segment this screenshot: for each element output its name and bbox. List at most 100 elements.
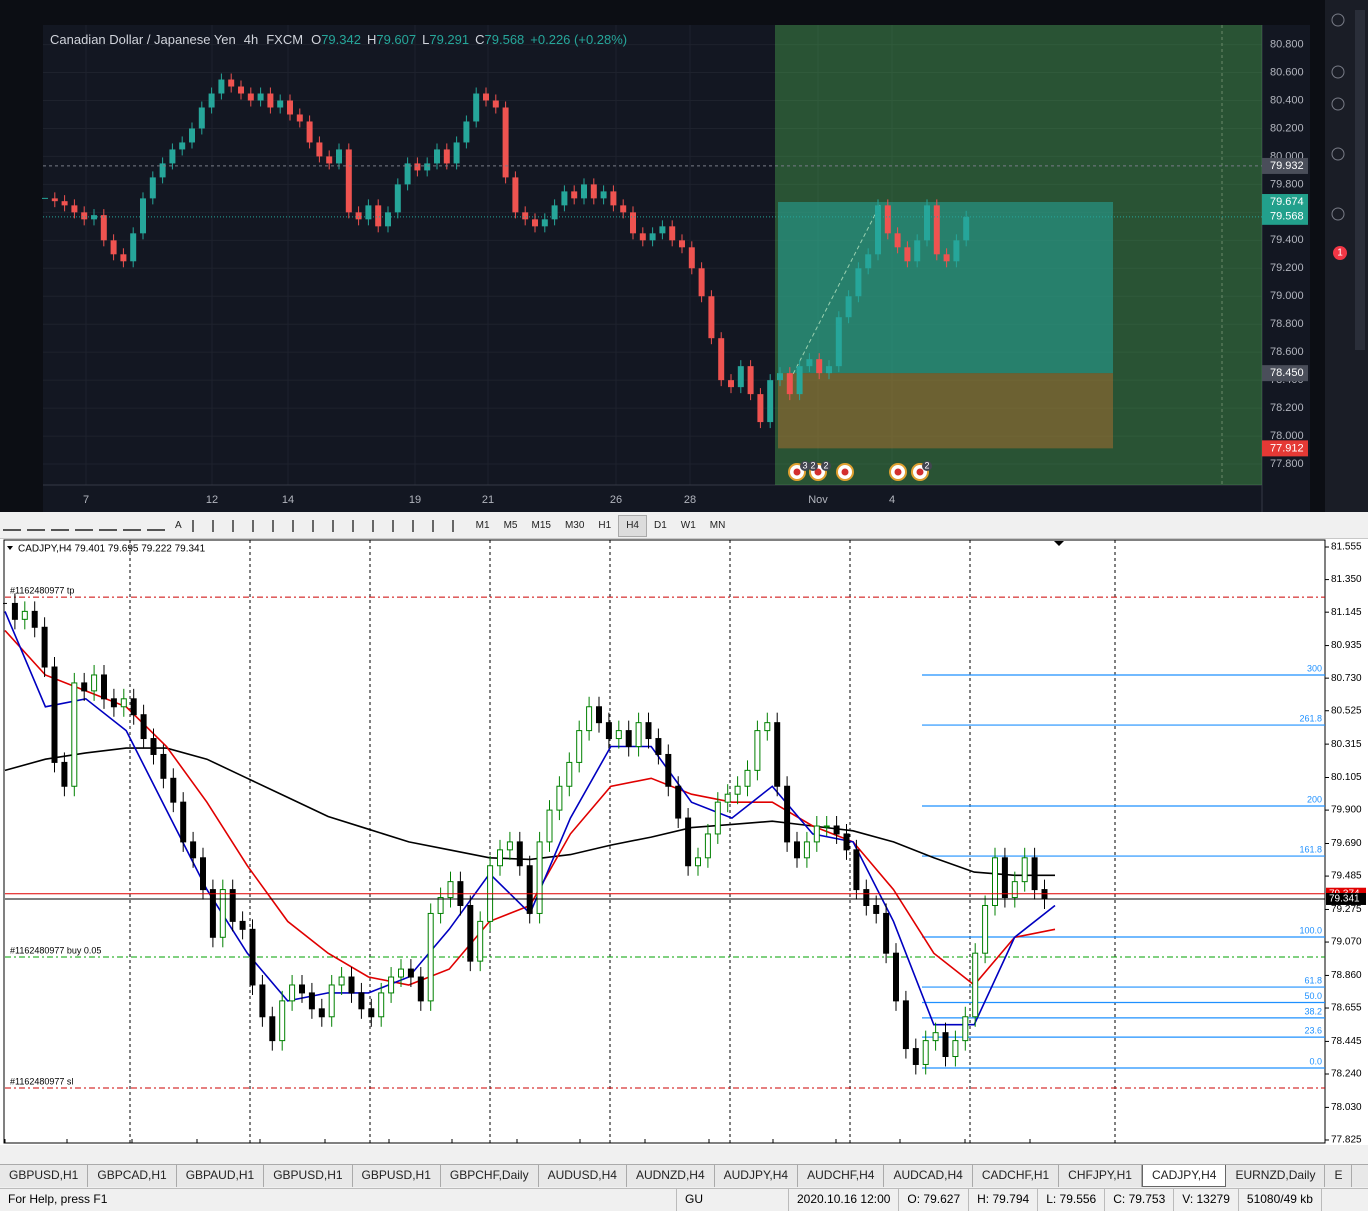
- candle: [630, 212, 636, 234]
- tool-icon[interactable]: [411, 519, 426, 532]
- candle: [238, 86, 244, 94]
- candle: [51, 198, 58, 202]
- timeframe-button[interactable]: MN: [709, 519, 726, 531]
- chart-tab[interactable]: E: [1325, 1165, 1353, 1187]
- candle: [855, 268, 862, 297]
- candle: [198, 107, 205, 129]
- tab-bar: GBPUSD,H1 GBPCAD,H1 GBPAUD,H1 GBPUSD,H1 GBPU…: [0, 1164, 1368, 1187]
- chart-tab[interactable]: CADCHF,H1: [973, 1165, 1060, 1187]
- chart-tab[interactable]: AUDUSD,H4: [539, 1165, 627, 1187]
- tool-icon[interactable]: [147, 521, 165, 531]
- y-tick-label: 81.145: [1331, 607, 1362, 618]
- candle: [473, 93, 480, 122]
- candle: [417, 976, 424, 1002]
- chart-tab[interactable]: AUDJPY,H4: [715, 1165, 799, 1187]
- fibo-label: 61.8: [1304, 975, 1322, 985]
- tool-text[interactable]: A: [175, 519, 182, 531]
- chart-tab[interactable]: CHFJPY,H1: [1059, 1165, 1142, 1187]
- candle: [179, 142, 186, 150]
- candle: [483, 93, 489, 101]
- candle: [316, 142, 323, 157]
- candle: [375, 205, 382, 227]
- y-tick-label: 79.690: [1331, 838, 1362, 849]
- collapse-arrow: [7, 546, 13, 550]
- tool-icon[interactable]: [331, 519, 346, 532]
- tool-icon[interactable]: [99, 521, 117, 531]
- candle: [492, 100, 499, 108]
- chart-tab[interactable]: AUDCAD,H4: [884, 1165, 973, 1187]
- chart-tab[interactable]: GBPUSD,H1: [264, 1165, 353, 1187]
- timeframe-button[interactable]: M1: [475, 519, 490, 531]
- x-tick-label: 26: [610, 494, 622, 506]
- shift-marker: [1054, 541, 1064, 546]
- chart-tab[interactable]: GBPAUD,H1: [177, 1165, 265, 1187]
- tool-icon[interactable]: [371, 519, 386, 532]
- tool-icon[interactable]: [291, 519, 306, 532]
- candle: [932, 1032, 939, 1042]
- timeframe-button[interactable]: H1: [598, 519, 612, 531]
- candle: [407, 968, 414, 978]
- timeframe-button[interactable]: M5: [503, 519, 518, 531]
- price-label-box: [1326, 892, 1366, 905]
- y-tick-label: 80.800: [1270, 38, 1304, 50]
- tool-icon[interactable]: [27, 521, 45, 531]
- fibo-label: 50.0: [1304, 991, 1322, 1001]
- candle: [318, 1008, 325, 1018]
- candle: [777, 373, 783, 381]
- candle: [229, 889, 236, 922]
- price-marker-label: 78.450: [1270, 367, 1304, 379]
- tool-icon[interactable]: [391, 519, 406, 532]
- tool-icon[interactable]: [51, 521, 69, 531]
- timeframe-button[interactable]: H4: [618, 514, 647, 537]
- candle: [497, 849, 503, 867]
- chart-tab[interactable]: CADJPY,H4: [1141, 1165, 1227, 1187]
- chart-tab[interactable]: GBPCHF,Daily: [441, 1165, 539, 1187]
- candle: [289, 984, 296, 1002]
- timeframe-button[interactable]: D1: [653, 519, 667, 531]
- tool-icon[interactable]: [211, 519, 226, 532]
- candle: [813, 825, 820, 843]
- candle: [385, 212, 391, 227]
- status-field: C: 79.753: [1105, 1189, 1175, 1211]
- tool-icon[interactable]: [231, 519, 246, 532]
- price-marker-label: 79.932: [1270, 160, 1304, 172]
- price-marker-label: 79.568: [1270, 211, 1304, 223]
- candle: [434, 149, 440, 164]
- fibo-label: 38.2: [1304, 1006, 1322, 1016]
- candle: [714, 801, 721, 835]
- tool-icon[interactable]: [351, 519, 366, 532]
- chart-tab[interactable]: EURNZD,Daily: [1226, 1165, 1326, 1187]
- tool-icon[interactable]: [431, 519, 446, 532]
- tool-icon[interactable]: [271, 519, 286, 532]
- chart-tab[interactable]: AUDCHF,H4: [798, 1165, 885, 1187]
- candle: [516, 841, 523, 867]
- candle: [576, 730, 583, 763]
- chart-tab[interactable]: AUDNZD,H4: [627, 1165, 715, 1187]
- candle: [81, 682, 88, 692]
- y-tick-label: 78.030: [1331, 1102, 1362, 1113]
- chart-tab[interactable]: GBPUSD,H1: [353, 1165, 441, 1187]
- candle: [477, 920, 484, 962]
- candle: [615, 730, 622, 740]
- timeframe-button[interactable]: M30: [564, 519, 585, 531]
- candle: [467, 904, 474, 962]
- candle: [566, 761, 573, 787]
- candle: [394, 184, 401, 213]
- candle: [685, 817, 692, 867]
- candle: [247, 93, 254, 101]
- tool-icon[interactable]: [75, 521, 93, 531]
- candle: [551, 205, 558, 220]
- tool-icon[interactable]: [311, 519, 326, 532]
- timeframe-button[interactable]: M15: [531, 519, 551, 531]
- tool-icon[interactable]: [123, 521, 141, 531]
- chart-tab[interactable]: GBPCAD,H1: [88, 1165, 177, 1187]
- chart-tab[interactable]: GBPUSD,H1: [0, 1165, 89, 1187]
- tool-icon[interactable]: [3, 521, 21, 531]
- timeframe-button[interactable]: W1: [680, 519, 696, 531]
- fibo-label: 200: [1307, 794, 1322, 804]
- tool-icon[interactable]: [251, 519, 266, 532]
- candle: [208, 93, 215, 108]
- candle: [806, 359, 813, 367]
- tool-icon[interactable]: [191, 519, 206, 532]
- tool-icon[interactable]: [451, 519, 466, 532]
